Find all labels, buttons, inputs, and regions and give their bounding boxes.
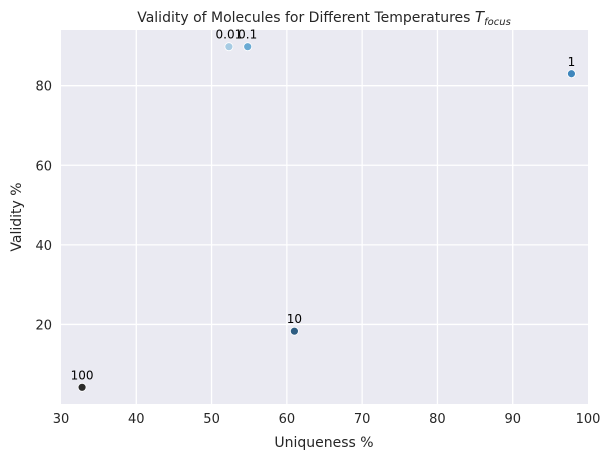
- plot-area: [61, 30, 588, 404]
- data-point: [567, 69, 576, 79]
- data-point: [224, 42, 234, 52]
- y-axis-ticks: 20 40 60 80: [35, 80, 52, 334]
- x-tick-label: 100: [576, 412, 601, 427]
- x-tick-label: 60: [279, 412, 296, 427]
- x-axis-ticks: 30 40 50 60 70 80 90 100: [53, 412, 601, 427]
- data-label: 1: [568, 55, 576, 69]
- data-label: 10: [287, 312, 302, 326]
- data-points: [77, 42, 576, 392]
- title-math-symbol: T: [475, 8, 486, 26]
- chart-title: Validity of Molecules for Different Temp…: [137, 8, 511, 28]
- x-tick-label: 90: [504, 412, 521, 427]
- x-tick-label: 70: [354, 412, 371, 427]
- x-tick-label: 50: [203, 412, 220, 427]
- data-point: [289, 326, 299, 336]
- x-tick-label: 80: [429, 412, 446, 427]
- x-tick-label: 40: [128, 412, 145, 427]
- data-label: 0.01: [216, 28, 243, 42]
- data-label: 0.1: [238, 28, 257, 42]
- data-point: [77, 382, 87, 392]
- y-tick-label: 60: [35, 159, 52, 174]
- y-tick-label: 80: [35, 80, 52, 95]
- x-axis-label: Uniqueness %: [274, 435, 373, 451]
- y-tick-label: 20: [35, 318, 52, 333]
- data-point: [243, 42, 253, 52]
- title-math-subscript: focus: [484, 17, 511, 28]
- grid-lines: [61, 30, 588, 404]
- y-tick-label: 40: [35, 239, 52, 254]
- data-label: 100: [71, 368, 94, 382]
- x-tick-label: 30: [53, 412, 70, 427]
- point-labels: 0.010.1 1 10 100: [71, 28, 576, 383]
- y-axis-label: Validity %: [9, 182, 25, 251]
